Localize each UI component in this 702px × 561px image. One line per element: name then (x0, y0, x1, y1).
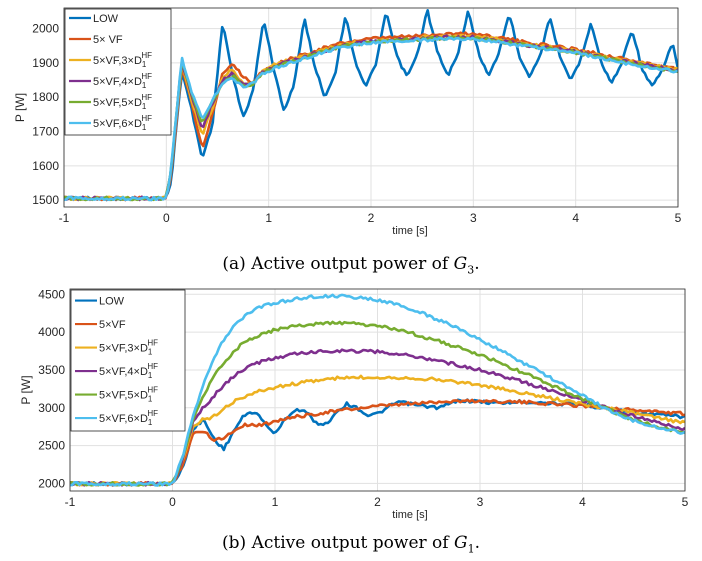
legend-entry-base: 5×VF,3×D (99, 343, 148, 355)
caption-a-sub: 3 (467, 263, 475, 277)
x-tick-label: 3 (470, 211, 477, 225)
legend-entry-label: 5×VF,4×D1HF (99, 362, 158, 380)
x-tick-label: 4 (572, 211, 579, 225)
x-tick-label: -1 (59, 211, 70, 225)
legend-entry-superscript: HF (141, 51, 152, 60)
legend-entry-subscript: 1 (148, 418, 153, 427)
x-tick-label: 2 (374, 495, 381, 509)
x-tick-label: 4 (579, 495, 586, 509)
legend-entry-label: 5×VF,3×D1HF (99, 339, 158, 357)
caption-a: (a) Active output power of G3. (0, 254, 702, 276)
caption-b-math: G (453, 533, 468, 553)
y-tick-label: 1500 (32, 193, 59, 207)
legend-entry-label: 5× VF (93, 34, 123, 46)
legend-entry-superscript: HF (147, 409, 158, 418)
legend-entry-superscript: HF (141, 72, 152, 81)
legend: LOW5×VF5×VF,3×D1HF5×VF,4×D1HF5×VF,5×D1HF… (70, 289, 186, 432)
legend-entry-label: 5×VF,4×D1HF (93, 72, 152, 90)
legend-entry-label: 5×VF,5×D1HF (99, 386, 158, 404)
y-axis-label: P [W] (13, 93, 27, 122)
chart-active-power-g3: -1 0 1 2 3 4 5 1500 1600 1700 1800 1900 2000 time [s]… (13, 7, 682, 237)
y-tick-label: 4000 (38, 325, 65, 339)
caption-a-prefix: (a) Active output power of (222, 254, 454, 274)
x-tick-label: 2 (368, 211, 375, 225)
legend-entry-label: 5×VF (99, 319, 126, 331)
series-group (64, 9, 678, 202)
x-tick-label: 5 (675, 211, 682, 225)
legend-entry-superscript: HF (141, 114, 152, 123)
legend-entry-label: 5×VF,3×D1HF (93, 51, 152, 69)
x-tick-label: 0 (169, 495, 176, 509)
caption-b-sub: 1 (467, 542, 475, 556)
legend-entry-base: LOW (99, 296, 125, 308)
x-tick-label: 1 (265, 211, 272, 225)
legend-entry-label: 5×VF,5×D1HF (93, 93, 152, 111)
series-line (64, 36, 678, 202)
chart-active-power-g1: -1 0 1 2 3 4 5 2000 2500 3000 3500 4000 4500 time [s]… (19, 287, 689, 521)
x-tick-label: -1 (65, 495, 76, 509)
legend-entry-base: 5×VF (99, 319, 126, 331)
legend-entry-subscript: 1 (142, 60, 147, 69)
y-tick-label: 2500 (38, 439, 65, 453)
legend-entry-label: LOW (99, 296, 125, 308)
series-group (70, 293, 685, 487)
caption-b: (b) Active output power of G1. (0, 533, 702, 555)
x-tick-label: 3 (477, 495, 484, 509)
legend-entry-superscript: HF (147, 386, 158, 395)
legend-entry-superscript: HF (147, 362, 158, 371)
legend-entry-base: 5×VF,6×D (93, 118, 142, 130)
y-tick-label: 2000 (38, 476, 65, 490)
legend-entry-superscript: HF (141, 93, 152, 102)
caption-a-math: G (453, 254, 468, 274)
legend-entry-base: 5×VF,6×D (99, 413, 148, 425)
legend-entry-superscript: HF (147, 339, 158, 348)
x-axis-label: time [s] (392, 509, 427, 521)
legend-entry-base: 5× VF (93, 34, 123, 46)
caption-a-suffix: . (474, 254, 480, 274)
legend-entry-subscript: 1 (148, 371, 153, 380)
x-tick-label: 0 (163, 211, 170, 225)
legend-entry-label: 5×VF,6×D1HF (99, 409, 158, 427)
y-tick-label: 1700 (32, 125, 59, 139)
legend-entry-base: 5×VF,4×D (93, 76, 142, 88)
caption-b-suffix: . (474, 533, 480, 553)
legend-entry-base: 5×VF,5×D (99, 390, 148, 402)
y-tick-label: 1900 (32, 56, 59, 70)
legend-entry-label: LOW (93, 13, 119, 25)
y-tick-label: 1600 (32, 159, 59, 173)
legend-entry-subscript: 1 (148, 348, 153, 357)
series-line (70, 293, 685, 487)
legend-entry-subscript: 1 (142, 102, 147, 111)
legend-entry-base: LOW (93, 13, 119, 25)
caption-b-prefix: (b) Active output power of (222, 533, 454, 553)
y-axis-label: P [W] (19, 375, 33, 404)
legend-entry-base: 5×VF,5×D (93, 97, 142, 109)
y-tick-label: 4500 (38, 287, 65, 301)
legend-entry-subscript: 1 (142, 81, 147, 90)
legend-entry-subscript: 1 (148, 395, 153, 404)
y-tick-label: 3500 (38, 363, 65, 377)
x-axis-label: time [s] (392, 225, 427, 237)
legend-entry-subscript: 1 (142, 123, 147, 132)
legend-entry-base: 5×VF,4×D (99, 366, 148, 378)
legend-entry-label: 5×VF,6×D1HF (93, 114, 152, 132)
legend-box (64, 8, 172, 136)
legend-entry-base: 5×VF,3×D (93, 55, 142, 67)
y-tick-label: 3000 (38, 401, 65, 415)
legend-box (70, 289, 186, 432)
axes-frame (63, 7, 679, 208)
y-tick-label: 1800 (32, 90, 59, 104)
x-tick-label: 5 (682, 495, 689, 509)
x-tick-label: 1 (272, 495, 279, 509)
y-tick-label: 2000 (32, 22, 59, 36)
axes-frame (69, 288, 686, 492)
